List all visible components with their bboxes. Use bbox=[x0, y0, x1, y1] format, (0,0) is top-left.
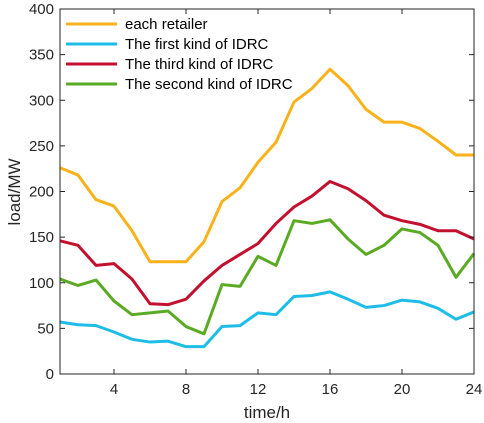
series-line-1 bbox=[59, 67, 474, 264]
y-tick-label: 350 bbox=[29, 47, 54, 64]
x-tick-label: 20 bbox=[394, 381, 411, 398]
y-tick-label: 150 bbox=[29, 229, 54, 246]
series-line-3 bbox=[59, 179, 475, 307]
legend-label-2: The first kind of IDRC bbox=[125, 36, 269, 53]
y-tick-label: 250 bbox=[29, 138, 54, 155]
x-axis: 4 8 12 16 20 24 bbox=[110, 9, 483, 398]
x-tick-label: 8 bbox=[182, 381, 190, 398]
y-tick-label: 0 bbox=[46, 366, 54, 383]
legend: each retailer The first kind of IDRC The t… bbox=[66, 16, 293, 93]
x-tick-label: 16 bbox=[322, 381, 339, 398]
x-tick-label: 12 bbox=[250, 381, 267, 398]
x-tick-label: 4 bbox=[110, 381, 118, 398]
legend-label-1: each retailer bbox=[125, 16, 208, 33]
y-tick-label: 50 bbox=[37, 320, 54, 337]
y-tick-label: 400 bbox=[29, 1, 54, 18]
y-tick-label: 100 bbox=[29, 275, 54, 292]
x-axis-label: time/h bbox=[244, 403, 290, 422]
legend-label-4: The second kind of IDRC bbox=[125, 76, 293, 93]
y-axis: 0 50 100 150 200 250 300 350 400 bbox=[29, 1, 474, 383]
series-line-4 bbox=[59, 218, 476, 336]
series-layer bbox=[59, 67, 476, 349]
y-axis-label: load/MW bbox=[5, 158, 24, 225]
y-tick-label: 200 bbox=[29, 184, 54, 201]
y-tick-label: 300 bbox=[29, 92, 54, 109]
series-line-2 bbox=[59, 290, 475, 349]
legend-label-3: The third kind of IDRC bbox=[125, 56, 274, 73]
x-tick-label: 24 bbox=[466, 381, 483, 398]
